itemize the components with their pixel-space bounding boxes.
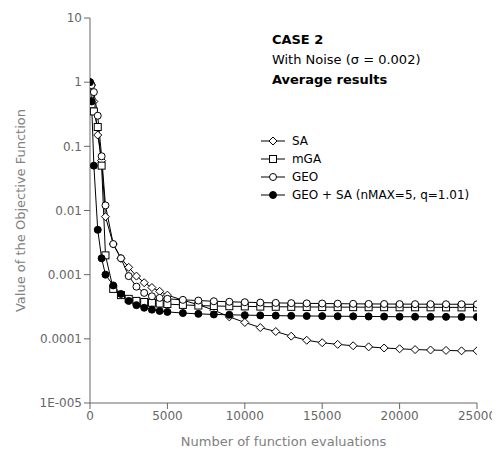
html-text:GEO + SA (nMAX=5, q=1.01): GEO + SA (nMAX=5, q=1.01) xyxy=(291,187,470,202)
html-text:GEO: GEO xyxy=(291,169,319,184)
svg-text:0.001: 0.001 xyxy=(48,268,82,282)
svg-text:5000: 5000 xyxy=(152,409,183,423)
svg-text:0.01: 0.01 xyxy=(55,204,82,218)
svg-text:10000: 10000 xyxy=(226,409,264,423)
html-text:mGA: mGA xyxy=(291,151,322,166)
svg-text:0.1: 0.1 xyxy=(63,140,82,154)
svg-text:15000: 15000 xyxy=(303,409,341,423)
svg-text:25000: 25000 xyxy=(458,409,492,423)
svg-text:10: 10 xyxy=(67,11,82,25)
html-text:CASE 2: CASE 2 xyxy=(271,31,324,47)
svg-text:0.0001: 0.0001 xyxy=(40,332,82,346)
svg-text:1: 1 xyxy=(74,75,82,89)
html-text:Average results: Average results xyxy=(271,71,388,87)
html-text:SA: SA xyxy=(291,133,308,148)
svg-text:Number of function evaluations: Number of function evaluations xyxy=(181,434,387,449)
svg-text:20000: 20000 xyxy=(381,409,419,423)
svg-text:Value of the Objective Functio: Value of the Objective Function xyxy=(13,109,28,312)
html-text:With Noise (σ = 0.002): With Noise (σ = 0.002) xyxy=(271,51,421,67)
svg-text:0: 0 xyxy=(86,409,94,423)
svg-text:1E-005: 1E-005 xyxy=(40,396,82,410)
